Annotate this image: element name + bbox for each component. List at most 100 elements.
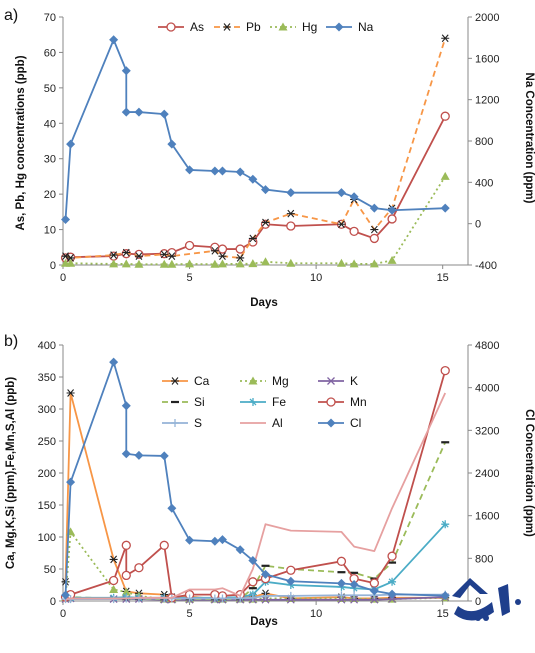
panel-a-series-na bbox=[61, 35, 450, 225]
panel-b-al-line bbox=[65, 392, 447, 600]
panel-b-ca-point bbox=[66, 389, 75, 397]
panel-b-ytick-label: 100 bbox=[38, 532, 56, 544]
panel-b-y2tick-label: 2400 bbox=[475, 468, 499, 480]
panel-a-na-point bbox=[261, 185, 270, 195]
panel-b-mn-point bbox=[387, 551, 397, 561]
panel-a-ytick-label: 10 bbox=[44, 225, 56, 237]
panel-b-legend-label-mg: Mg bbox=[272, 374, 289, 388]
panel-a-hg-point bbox=[261, 257, 270, 266]
panel-a-hg-point bbox=[387, 255, 397, 264]
panel-a-pb-point bbox=[61, 252, 70, 261]
panel-b-legend-label-al: Al bbox=[272, 416, 283, 430]
panel-a-hg-point bbox=[134, 259, 144, 268]
panel-a-hg-point bbox=[121, 259, 131, 268]
panel-b-s-point bbox=[218, 594, 227, 603]
panel-a-y2tick-label: 400 bbox=[475, 177, 493, 189]
panel-a-na-point bbox=[235, 167, 245, 177]
panel-b-legend-marker-mg bbox=[248, 376, 258, 385]
panel-b-k-point bbox=[350, 595, 359, 604]
panel-a-as-point bbox=[286, 221, 296, 231]
panel-a-y2tick-label: 1200 bbox=[475, 95, 499, 107]
panel-b-ytick-label: 350 bbox=[38, 372, 56, 384]
panel-b-cl-point bbox=[349, 579, 359, 589]
panel-b-legend-label-s: S bbox=[194, 416, 202, 430]
panel-b-ytick-label: 300 bbox=[38, 404, 56, 416]
panel-a-legend-label-as: As bbox=[190, 20, 204, 34]
panel-b-cl-point bbox=[248, 555, 258, 565]
panel-b-mn-point bbox=[248, 577, 258, 587]
panel-a-series-as bbox=[60, 111, 450, 263]
panel-b-xtick-label: 5 bbox=[187, 608, 193, 620]
panel-a-hg-point bbox=[349, 259, 359, 268]
panel-b-y2tick-label: 1600 bbox=[475, 511, 499, 523]
panel-b-s-point bbox=[248, 593, 257, 602]
panel-a-hg-point bbox=[66, 258, 76, 267]
panel-a-legend-label-hg: Hg bbox=[302, 20, 317, 34]
panel-b-mn-point bbox=[369, 578, 379, 588]
panel-a-legend: As Pb Hg Na bbox=[158, 20, 374, 34]
panel-b-s-point bbox=[337, 591, 346, 600]
panel-b-ytick-label: 250 bbox=[38, 436, 56, 448]
panel-a-xtick-label: 10 bbox=[310, 272, 322, 284]
panel-b-s-point bbox=[286, 591, 295, 600]
panel-b-cl-point bbox=[66, 477, 76, 487]
panel-a-hg-point bbox=[369, 259, 379, 268]
panel-a-hg-point bbox=[210, 259, 220, 268]
panel-b-cl-point bbox=[121, 449, 131, 459]
panel-a-as-point bbox=[134, 249, 144, 260]
panel-a-na-point bbox=[349, 192, 359, 202]
panel-a-as-point bbox=[349, 226, 359, 236]
panel-a-y2tick-label: -400 bbox=[475, 260, 497, 272]
panel-a-y2tick-label: 800 bbox=[475, 136, 493, 148]
panel-a-pb-point bbox=[167, 252, 176, 261]
panel-b-legend-label-k: K bbox=[350, 374, 358, 388]
panel-a-pb-point bbox=[66, 254, 75, 262]
panel-a-legend-label-pb: Pb bbox=[246, 20, 261, 34]
panel-b-legend: Ca Mg K Si Fe Mn S Al Cl bbox=[162, 374, 367, 430]
panel-a-na-point bbox=[336, 188, 346, 198]
panel-b-k-point bbox=[337, 595, 346, 604]
panel-a-pb-point bbox=[261, 218, 270, 227]
panel-b-cl-point bbox=[121, 401, 131, 411]
panel-a-hg-point bbox=[109, 259, 119, 268]
panel-a-na-point bbox=[387, 205, 397, 215]
panel-a-legend-marker-hg bbox=[278, 22, 288, 31]
panel-b-ytick-label: 400 bbox=[38, 340, 56, 352]
panel-a-as-point bbox=[387, 214, 397, 224]
panel-a-na-point bbox=[369, 203, 379, 213]
panel-b-legend-marker-fe bbox=[249, 398, 257, 406]
panel-a-pb-point bbox=[218, 252, 227, 261]
panel-a-hg-point bbox=[336, 258, 346, 267]
panel-a-na-point bbox=[61, 215, 71, 225]
panel-b-mg-point bbox=[109, 584, 119, 593]
panel-a-na-point bbox=[66, 139, 76, 149]
panel-b-cl-point bbox=[387, 589, 397, 599]
panel-b-mn-point bbox=[121, 570, 131, 581]
panel-a-hg-point bbox=[159, 259, 169, 268]
panel-b-s-point bbox=[350, 591, 359, 600]
panel-b-cl-point bbox=[369, 586, 379, 596]
panel-b-cl-point bbox=[440, 591, 450, 601]
panel-a-xtick-label: 15 bbox=[437, 272, 449, 284]
panel-b-ytick-label: 0 bbox=[50, 596, 56, 608]
panel-b-cl-point bbox=[286, 576, 296, 586]
panel-b-y2tick-label: 4000 bbox=[475, 383, 499, 395]
panel-a-hg-point bbox=[248, 259, 258, 268]
panel-a-xtick-label: 5 bbox=[187, 272, 193, 284]
panel-a-na-point bbox=[134, 107, 144, 117]
panel-b-series-cl bbox=[61, 357, 450, 601]
panel-b-legend-label-ca: Ca bbox=[194, 374, 210, 388]
panel-b-xtick-label: 15 bbox=[437, 608, 449, 620]
panel-b-y2tick-label: 0 bbox=[475, 596, 481, 608]
panel-b-legend-label-fe: Fe bbox=[272, 395, 286, 409]
panel-a-na-point bbox=[440, 203, 450, 213]
panel-b-cl-point bbox=[235, 545, 245, 555]
panel-a-ytick-label: 30 bbox=[44, 154, 56, 166]
panel-a-ytick-label: 20 bbox=[44, 189, 56, 201]
panel-a-pb-point bbox=[160, 250, 169, 259]
panel-a-ytick-label: 70 bbox=[44, 12, 56, 24]
panel-a-ytick-label: 40 bbox=[44, 118, 56, 130]
panel-a-xtick-label: 0 bbox=[60, 272, 66, 284]
watermark-logo bbox=[452, 578, 521, 621]
